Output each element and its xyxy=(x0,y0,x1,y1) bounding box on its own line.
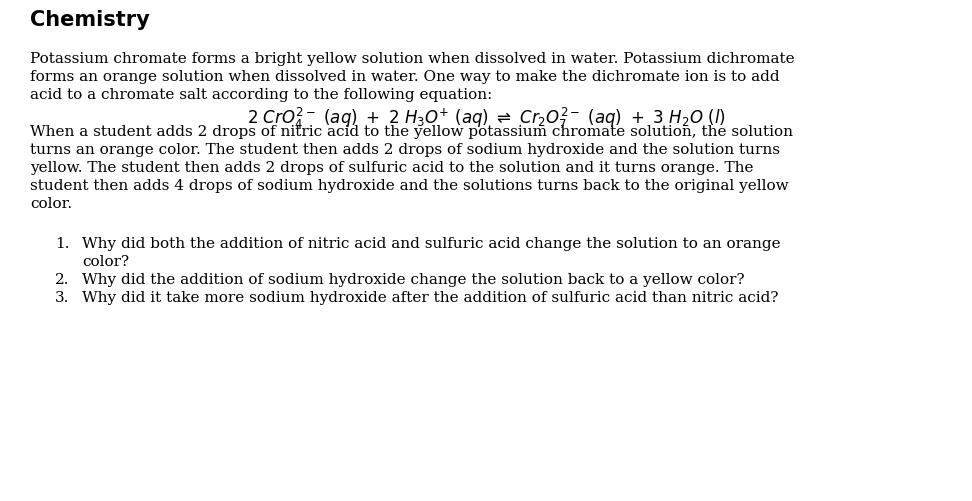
Text: 2.: 2. xyxy=(55,273,70,287)
Text: forms an orange solution when dissolved in water. One way to make the dichromate: forms an orange solution when dissolved … xyxy=(30,70,780,84)
Text: Chemistry: Chemistry xyxy=(30,10,150,30)
Text: Why did the addition of sodium hydroxide change the solution back to a yellow co: Why did the addition of sodium hydroxide… xyxy=(82,273,745,287)
Text: color.: color. xyxy=(30,197,72,211)
Text: 1.: 1. xyxy=(55,236,70,250)
Text: 3.: 3. xyxy=(55,291,69,305)
Text: Potassium chromate forms a bright yellow solution when dissolved in water. Potas: Potassium chromate forms a bright yellow… xyxy=(30,52,795,66)
Text: When a student adds 2 drops of nitric acid to the yellow potassium chromate solu: When a student adds 2 drops of nitric ac… xyxy=(30,125,793,139)
Text: Why did it take more sodium hydroxide after the addition of sulfuric acid than n: Why did it take more sodium hydroxide af… xyxy=(82,291,779,305)
Text: student then adds 4 drops of sodium hydroxide and the solutions turns back to th: student then adds 4 drops of sodium hydr… xyxy=(30,179,788,193)
Text: color?: color? xyxy=(82,255,129,269)
Text: acid to a chromate salt according to the following equation:: acid to a chromate salt according to the… xyxy=(30,88,493,102)
Text: $2\ CrO_4^{2-}\ (aq)\ +\ 2\ H_3O^{+}\ (aq)\ \rightleftharpoons\ Cr_2O_7^{2-}\ (a: $2\ CrO_4^{2-}\ (aq)\ +\ 2\ H_3O^{+}\ (a… xyxy=(247,106,725,131)
Text: yellow. The student then adds 2 drops of sulfuric acid to the solution and it tu: yellow. The student then adds 2 drops of… xyxy=(30,161,753,175)
Text: Why did both the addition of nitric acid and sulfuric acid change the solution t: Why did both the addition of nitric acid… xyxy=(82,236,781,250)
Text: turns an orange color. The student then adds 2 drops of sodium hydroxide and the: turns an orange color. The student then … xyxy=(30,143,780,157)
